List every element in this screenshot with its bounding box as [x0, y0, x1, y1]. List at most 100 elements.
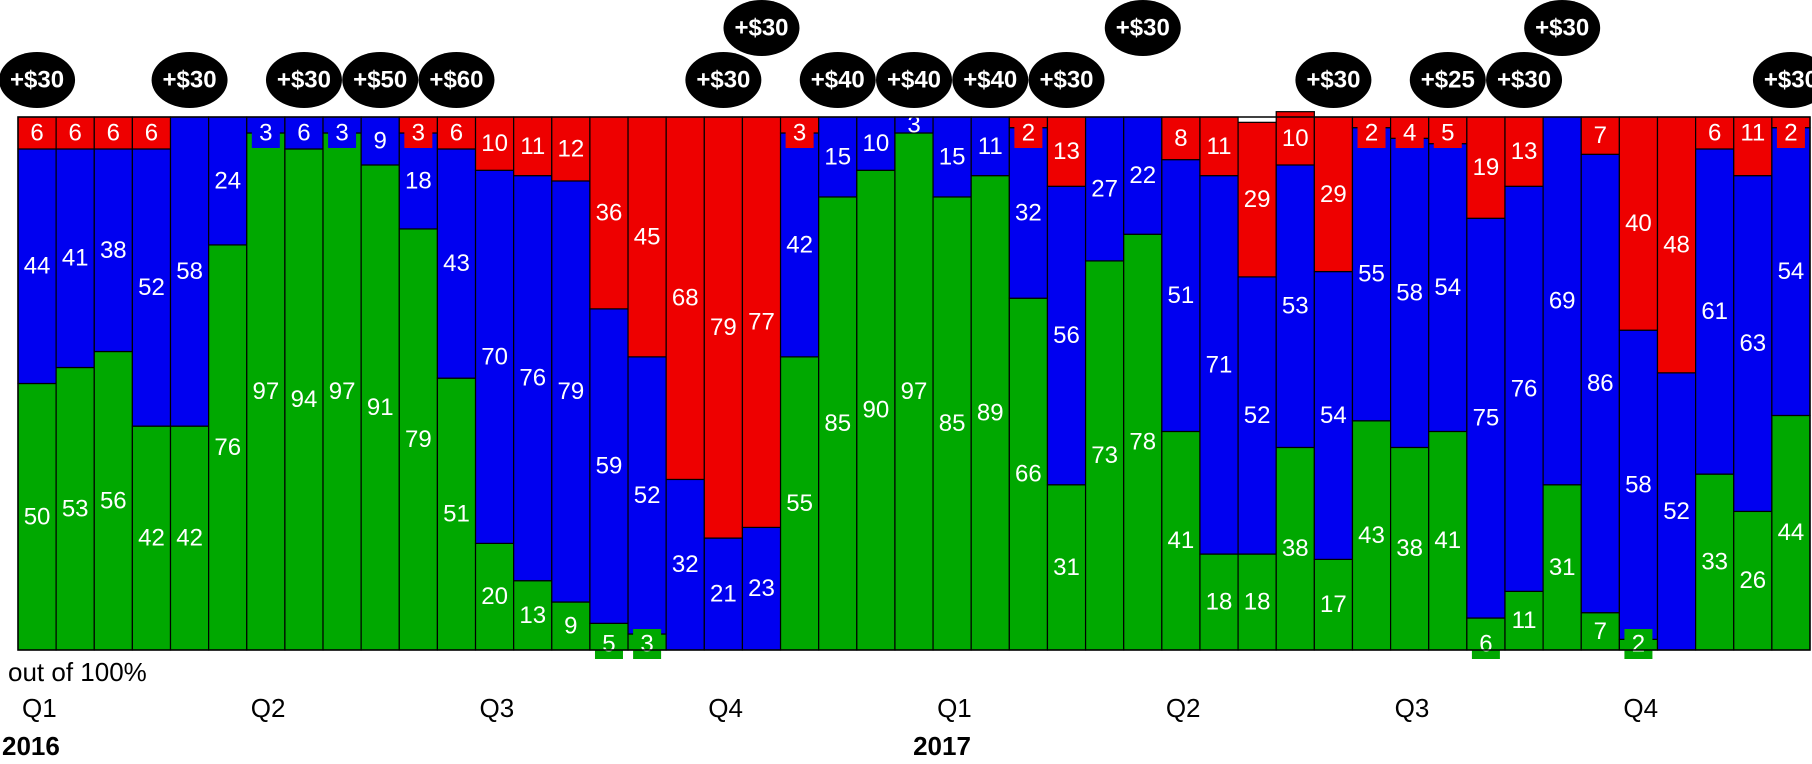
value-label-green: 26: [1739, 567, 1766, 594]
value-label-blue: 15: [824, 143, 851, 170]
value-label-blue: 42: [786, 231, 813, 258]
bar-segment-blue: [1237, 276, 1277, 555]
value-label-blue: 71: [1206, 351, 1233, 378]
value-label-blue: 79: [557, 378, 584, 405]
bar-segment-blue: [93, 148, 133, 353]
price-bubble-label: +$30: [734, 15, 788, 42]
bar-segment-green: [894, 132, 934, 651]
value-label-green: 41: [1434, 527, 1461, 554]
value-label-red: 11: [1207, 133, 1232, 160]
price-bubble-label: +$25: [1421, 67, 1475, 94]
value-label-green: 85: [824, 410, 851, 437]
bar-segment-blue: [1275, 164, 1315, 449]
value-label-blue: 53: [1282, 293, 1309, 320]
value-label-red: 6: [145, 120, 158, 147]
price-bubble-label: +$30: [1116, 15, 1170, 42]
value-label-red: 13: [1511, 138, 1538, 165]
bar-segment-green: [551, 601, 591, 651]
value-label-box-green: [594, 629, 623, 659]
value-label-blue: 70: [481, 343, 508, 370]
value-label-blue: 52: [1663, 498, 1690, 525]
price-bubble-label: +$30: [1497, 67, 1551, 94]
plot-frame: [17, 116, 1811, 651]
value-label-green: 51: [443, 501, 470, 528]
value-label-green: 7: [1594, 618, 1607, 645]
value-label-blue: 58: [1396, 279, 1423, 306]
quarter-label: Q3: [1395, 693, 1430, 723]
value-label-blue: 9: [374, 127, 387, 154]
bar-segment-blue: [1084, 116, 1125, 262]
value-label-green: 17: [1320, 591, 1347, 618]
value-label-green: 18: [1206, 589, 1233, 616]
value-label-blue: 52: [1244, 402, 1271, 429]
value-label-red: 11: [520, 133, 545, 160]
year-label: 2017: [913, 731, 971, 761]
bar-segment-blue: [589, 308, 629, 624]
value-label-blue: 43: [443, 250, 470, 277]
price-bubble-label: +$50: [353, 67, 407, 94]
price-bubble-label: +$30: [10, 67, 64, 94]
value-label-red: 10: [481, 130, 508, 157]
quarter-label: Q1: [937, 693, 972, 723]
value-label-blue: 54: [1320, 402, 1347, 429]
bar-segment-red: [1046, 116, 1087, 187]
price-bubble: [1295, 52, 1372, 108]
bar-segment-red: [1313, 116, 1354, 273]
value-label-blue: 32: [1015, 199, 1042, 226]
value-label-green: 41: [1168, 527, 1195, 554]
value-label-blue: 76: [1511, 375, 1538, 402]
value-label-blue: 54: [1778, 258, 1805, 285]
value-label-blue: 61: [1701, 298, 1728, 325]
bar-segment-green: [1046, 484, 1087, 651]
value-label-box-red: [137, 118, 166, 148]
value-label-red: 45: [634, 223, 661, 250]
value-label-blue: 76: [519, 365, 546, 392]
bar-segment-green: [398, 228, 439, 651]
value-label-green: 66: [1015, 461, 1042, 488]
value-label-box-green: [1624, 629, 1653, 659]
bar-segment-blue: [1389, 137, 1430, 449]
value-label-blue: 51: [1168, 282, 1195, 309]
value-label-green: 5: [602, 631, 615, 658]
value-label-blue: 63: [1739, 330, 1766, 357]
value-label-red: 11: [1740, 120, 1765, 147]
value-label-green: 3: [640, 631, 653, 658]
bar-segment-green: [436, 377, 477, 651]
value-label-red: 29: [1244, 186, 1271, 213]
value-label-green: 90: [863, 397, 890, 424]
value-label-green: 31: [1549, 554, 1576, 581]
price-bubble: [1524, 0, 1601, 56]
value-label-blue: 10: [863, 130, 890, 157]
price-bubble: [952, 52, 1029, 108]
bar-segment-blue: [856, 116, 896, 171]
price-bubble-label: +$30: [277, 67, 331, 94]
value-label-green: 11: [1512, 607, 1537, 634]
price-bubble: [1752, 52, 1812, 108]
value-label-blue: 6: [297, 120, 310, 147]
bar-segment-green: [1542, 484, 1582, 651]
value-label-green: 97: [252, 378, 279, 405]
value-label-green: 33: [1701, 549, 1728, 576]
bar-segment-green: [474, 542, 515, 651]
price-bubble-label: +$40: [963, 67, 1017, 94]
price-bubble-label: +$60: [429, 67, 483, 94]
value-label-green: 55: [786, 490, 813, 517]
value-label-green: 31: [1053, 554, 1080, 581]
value-label-green: 42: [138, 525, 165, 552]
bar-segment-blue: [1580, 153, 1620, 614]
value-label-green: 2: [1632, 631, 1645, 658]
value-label-red: 3: [412, 120, 425, 147]
value-label-red: 2: [1022, 120, 1035, 147]
value-label-green: 20: [481, 583, 508, 610]
value-label-blue: 21: [710, 581, 737, 608]
price-bubble: [265, 52, 342, 108]
price-bubble: [342, 52, 419, 108]
value-label-box-green: [1471, 629, 1500, 659]
value-label-box-red: [1776, 118, 1805, 148]
price-bubble: [685, 52, 762, 108]
value-label-blue: 15: [939, 143, 966, 170]
price-bubble: [1104, 0, 1181, 56]
price-bubble: [876, 52, 952, 108]
value-label-blue: 11: [978, 133, 1003, 160]
value-label-red: 12: [557, 135, 584, 162]
